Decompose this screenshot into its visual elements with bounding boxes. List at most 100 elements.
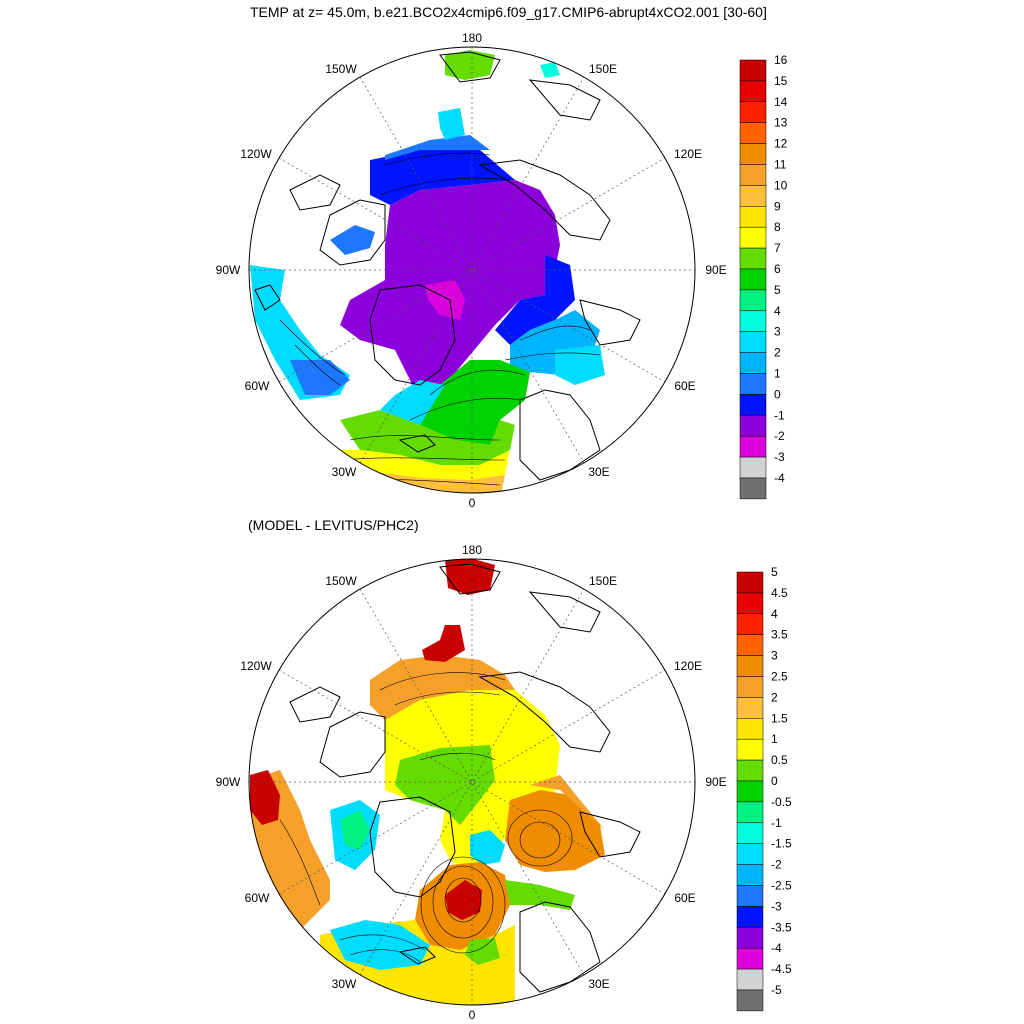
top-colorbar-swatch <box>740 436 766 457</box>
bottom-colorbar-swatch <box>737 906 763 927</box>
bot-lon-120e: 120E <box>674 659 702 673</box>
top-field-green-bering <box>445 50 495 80</box>
top-colorbar-tick-label: 15 <box>774 74 788 88</box>
bottom-colorbar-swatch <box>737 718 763 739</box>
bottom-colorbar-tick-label: 4.5 <box>771 586 788 600</box>
top-colorbar-tick-label: -3 <box>774 450 785 464</box>
top-colorbar-tick-label: 13 <box>774 116 788 130</box>
bottom-colorbar-tick-label: 1.5 <box>771 711 788 725</box>
bot-lon-30w: 30W <box>332 977 357 991</box>
top-polar-map: 180 0 90E 90W 150W 150E 120W 120E 60W 60… <box>216 31 788 510</box>
top-lon-0: 0 <box>469 496 476 510</box>
top-colorbar-tick-label: 4 <box>774 304 781 318</box>
top-lon-90w: 90W <box>216 263 241 277</box>
top-field-cyan-bering <box>540 62 560 78</box>
bottom-colorbar-swatch <box>737 844 763 865</box>
top-colorbar-swatch <box>740 81 766 102</box>
top-colorbar-swatch <box>740 290 766 311</box>
bottom-colorbar-swatch <box>737 760 763 781</box>
bot-lon-150w: 150W <box>325 574 357 588</box>
top-lon-60e: 60E <box>674 379 695 393</box>
top-colorbar-tick-label: -4 <box>774 471 785 485</box>
top-colorbar-swatch <box>740 332 766 353</box>
top-colorbar-tick-label: 10 <box>774 178 788 192</box>
top-colorbar-swatch <box>740 248 766 269</box>
top-colorbar-tick-label: 0 <box>774 387 781 401</box>
top-colorbar-tick-label: 3 <box>774 325 781 339</box>
bot-lon-30e: 30E <box>588 977 609 991</box>
bottom-colorbar-swatch <box>737 823 763 844</box>
bottom-colorbar-tick-label: -1 <box>771 816 782 830</box>
bottom-colorbar-tick-label: 2.5 <box>771 670 788 684</box>
top-colorbar-swatch <box>740 123 766 144</box>
top-lon-120e: 120E <box>674 147 702 161</box>
bot-lon-150e: 150E <box>589 574 617 588</box>
top-colorbar-tick-label: -2 <box>774 429 785 443</box>
top-colorbar-tick-label: 14 <box>774 95 788 109</box>
bottom-colorbar-tick-label: -2.5 <box>771 879 792 893</box>
top-lon-90e: 90E <box>705 263 726 277</box>
top-colorbar-tick-label: 11 <box>774 158 787 172</box>
bottom-colorbar-tick-label: -0.5 <box>771 795 792 809</box>
bot-lon-60w: 60W <box>245 891 270 905</box>
top-lon-30w: 30W <box>332 465 357 479</box>
top-field-cyan-east <box>555 345 605 385</box>
bottom-colorbar-swatch <box>737 886 763 907</box>
top-colorbar-tick-label: 7 <box>774 241 781 255</box>
top-colorbar-swatch <box>740 227 766 248</box>
bottom-colorbar-swatch <box>737 593 763 614</box>
bot-lon-180: 180 <box>462 543 482 557</box>
bottom-colorbar-tick-label: 3 <box>771 649 778 663</box>
bottom-colorbar-swatch <box>737 635 763 656</box>
bottom-colorbar-tick-label: -5 <box>771 983 782 997</box>
top-colorbar-swatch <box>740 185 766 206</box>
top-colorbar-swatch <box>740 144 766 165</box>
top-field-archipelago <box>330 225 375 255</box>
top-lon-60w: 60W <box>245 379 270 393</box>
top-lon-150e: 150E <box>589 62 617 76</box>
top-colorbar-tick-label: 16 <box>774 53 788 67</box>
bottom-colorbar-swatch <box>737 614 763 635</box>
bottom-colorbar-swatch <box>737 697 763 718</box>
bottom-colorbar-tick-label: -3 <box>771 899 782 913</box>
top-lon-180: 180 <box>462 31 482 45</box>
bottom-colorbar-swatch <box>737 969 763 990</box>
top-colorbar-tick-label: 1 <box>774 367 781 381</box>
bottom-colorbar-tick-label: 0.5 <box>771 753 788 767</box>
difference-subtitle: (MODEL - LEVITUS/PHC2) <box>248 517 419 533</box>
bottom-colorbar-swatch <box>737 865 763 886</box>
bot-lon-90w: 90W <box>216 775 241 789</box>
top-colorbar-swatch <box>740 374 766 395</box>
top-colorbar-swatch <box>740 102 766 123</box>
top-colorbar-tick-label: 12 <box>774 137 788 151</box>
top-colorbar-swatch <box>740 269 766 290</box>
bottom-colorbar-swatch <box>737 927 763 948</box>
top-colorbar-swatch <box>740 60 766 81</box>
top-colorbar-tick-label: 5 <box>774 283 781 297</box>
top-colorbar-tick-label: 8 <box>774 220 781 234</box>
bottom-colorbar-swatch <box>737 739 763 760</box>
bottom-colorbar-swatch <box>737 781 763 802</box>
top-lon-120w: 120W <box>240 147 272 161</box>
bottom-colorbar-swatch <box>737 656 763 677</box>
top-lon-30e: 30E <box>588 465 609 479</box>
top-colorbar-swatch <box>740 311 766 332</box>
bottom-colorbar-tick-label: -4.5 <box>771 962 792 976</box>
bottom-colorbar-tick-label: 3.5 <box>771 628 788 642</box>
bottom-colorbar-tick-label: -1.5 <box>771 837 792 851</box>
bottom-colorbar-swatch <box>737 948 763 969</box>
top-colorbar-tick-label: 6 <box>774 262 781 276</box>
top-colorbar-tick-label: 2 <box>774 346 781 360</box>
top-colorbar-swatch <box>740 415 766 436</box>
bot-lon-60e: 60E <box>674 891 695 905</box>
top-colorbar-swatch <box>740 457 766 478</box>
bottom-colorbar-tick-label: 0 <box>771 774 778 788</box>
bottom-colorbar-swatch <box>737 990 763 1011</box>
bottom-polar-map: 180 0 90E 90W 150W 150E 120W 120E 60W 60… <box>216 543 792 1022</box>
bottom-colorbar-swatch <box>737 572 763 593</box>
top-colorbar-swatch <box>740 353 766 374</box>
top-field-cyan-chukchi <box>438 108 465 140</box>
top-colorbar-tick-label: -1 <box>774 408 785 422</box>
